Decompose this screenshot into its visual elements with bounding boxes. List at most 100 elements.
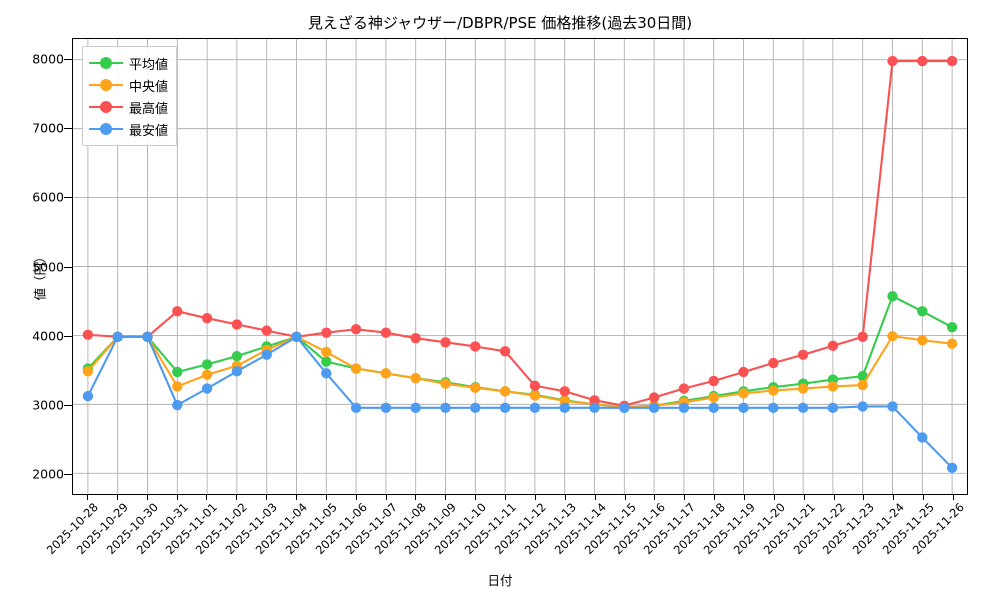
data-point[interactable] [917, 306, 928, 317]
data-point[interactable] [857, 370, 868, 382]
data-point[interactable] [142, 331, 153, 342]
data-point[interactable] [648, 402, 660, 414]
data-point[interactable] [499, 402, 511, 414]
data-point[interactable] [857, 401, 868, 412]
series-2 [82, 55, 958, 411]
data-point[interactable] [112, 331, 123, 342]
data-point[interactable] [917, 432, 928, 443]
data-point[interactable] [887, 401, 898, 412]
legend-label: 中央値 [129, 79, 169, 95]
data-point[interactable] [738, 388, 749, 399]
data-point[interactable] [410, 373, 421, 384]
data-point[interactable] [559, 402, 570, 414]
data-point[interactable] [946, 321, 958, 333]
data-point[interactable] [440, 337, 451, 348]
data-point[interactable] [946, 55, 958, 67]
data-point[interactable] [321, 368, 332, 379]
data-point[interactable] [768, 385, 779, 396]
y-tick-label: 6000 [32, 189, 64, 205]
data-point[interactable] [499, 386, 511, 397]
data-point[interactable] [201, 359, 213, 370]
data-point[interactable] [768, 402, 779, 414]
legend-item-0[interactable]: 平均値 [89, 52, 168, 74]
data-point[interactable] [529, 390, 541, 401]
data-point[interactable] [946, 338, 958, 349]
data-series-layer [82, 55, 958, 473]
data-point[interactable] [529, 380, 541, 391]
data-point[interactable] [589, 395, 600, 406]
data-point[interactable] [231, 319, 243, 330]
data-point[interactable] [291, 331, 302, 342]
legend-label: 最安値 [129, 123, 169, 139]
data-point[interactable] [827, 381, 839, 392]
data-point[interactable] [857, 331, 868, 342]
data-point[interactable] [231, 366, 243, 377]
x-tick-mark [863, 495, 865, 500]
data-point[interactable] [946, 462, 958, 473]
data-point[interactable] [827, 402, 839, 414]
legend-item-2[interactable]: 最高値 [89, 96, 168, 118]
data-point[interactable] [172, 366, 183, 378]
data-point[interactable] [380, 368, 392, 379]
series-line [86, 335, 954, 409]
data-point[interactable] [738, 402, 749, 414]
data-point[interactable] [82, 329, 94, 340]
data-point[interactable] [350, 402, 362, 414]
data-point[interactable] [797, 402, 809, 414]
data-point[interactable] [917, 335, 928, 346]
data-point[interactable] [201, 313, 213, 324]
data-point[interactable] [887, 290, 898, 302]
data-point[interactable] [768, 357, 779, 369]
legend-item-3[interactable]: 最安値 [89, 118, 168, 140]
data-point[interactable] [887, 330, 898, 342]
data-point[interactable] [827, 340, 839, 351]
y-tick-label: 3000 [32, 397, 64, 413]
data-point[interactable] [797, 349, 809, 360]
data-point[interactable] [708, 375, 719, 387]
data-point[interactable] [440, 378, 451, 389]
x-tick-mark [714, 495, 716, 500]
data-point[interactable] [172, 381, 183, 392]
data-point[interactable] [887, 55, 898, 67]
data-point[interactable] [231, 350, 243, 362]
data-point[interactable] [410, 402, 421, 414]
data-point[interactable] [857, 379, 868, 391]
legend-marker-icon [89, 78, 123, 92]
data-point[interactable] [201, 369, 213, 380]
data-point[interactable] [201, 383, 213, 394]
data-point[interactable] [708, 392, 719, 403]
data-point[interactable] [321, 327, 332, 338]
data-point[interactable] [82, 390, 94, 402]
data-point[interactable] [321, 356, 332, 367]
data-point[interactable] [321, 346, 332, 358]
data-point[interactable] [559, 386, 570, 397]
data-point[interactable] [261, 325, 272, 336]
data-point[interactable] [82, 366, 94, 377]
data-point[interactable] [499, 346, 511, 357]
data-point[interactable] [350, 324, 362, 335]
data-point[interactable] [261, 349, 272, 360]
data-point[interactable] [410, 333, 421, 344]
data-point[interactable] [648, 392, 660, 403]
data-point[interactable] [589, 402, 600, 414]
data-point[interactable] [470, 382, 481, 394]
data-point[interactable] [619, 402, 630, 414]
x-tick-mark [594, 495, 596, 500]
data-point[interactable] [917, 55, 928, 67]
data-point[interactable] [350, 363, 362, 374]
data-point[interactable] [380, 327, 392, 338]
data-point[interactable] [172, 306, 183, 317]
gridlines [73, 39, 967, 494]
data-point[interactable] [380, 402, 392, 414]
data-point[interactable] [172, 399, 183, 411]
data-point[interactable] [470, 402, 481, 414]
data-point[interactable] [708, 402, 719, 414]
data-point[interactable] [738, 366, 749, 378]
legend-item-1[interactable]: 中央値 [89, 74, 168, 96]
data-point[interactable] [678, 402, 690, 414]
data-point[interactable] [678, 383, 690, 394]
data-point[interactable] [440, 402, 451, 414]
data-point[interactable] [529, 402, 541, 414]
data-point[interactable] [797, 383, 809, 394]
data-point[interactable] [470, 341, 481, 352]
